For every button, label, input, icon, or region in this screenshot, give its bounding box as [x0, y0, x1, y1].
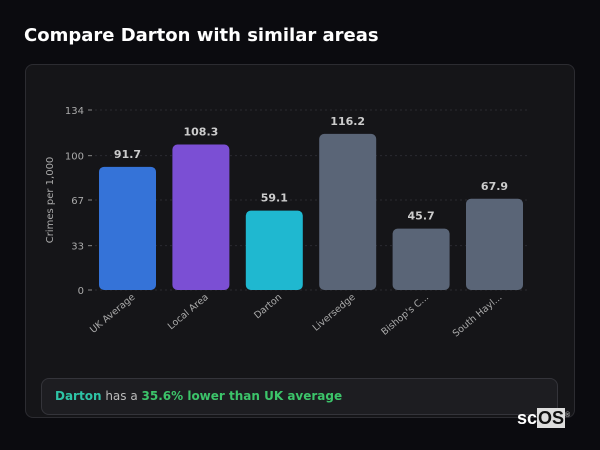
data-label: 67.9 [481, 180, 508, 193]
y-tick-label: 100 [65, 152, 84, 163]
summary-area: Darton [55, 389, 102, 403]
summary-box: Darton has a 35.6% lower than UK average [41, 378, 558, 415]
bar [319, 133, 377, 290]
y-tick-label: 134 [65, 106, 84, 117]
y-axis-label: Crimes per 1,000 [45, 157, 56, 244]
y-tick-label: 0 [78, 286, 84, 297]
data-label: 91.7 [114, 148, 141, 161]
logo: scOS® [517, 408, 571, 428]
x-tick-label: Bishop's C... [379, 292, 431, 338]
y-tick-label: 33 [71, 242, 84, 253]
bar [392, 228, 450, 290]
bar [466, 198, 523, 290]
x-tick-label: Local Area [166, 292, 211, 332]
y-tick-label: 67 [71, 196, 84, 207]
x-tick-label: Liversedge [311, 292, 358, 334]
bar [99, 166, 156, 290]
page-title: Compare Darton with similar areas [24, 25, 379, 46]
x-tick-label: Darton [252, 292, 284, 321]
data-label: 116.2 [330, 115, 365, 128]
data-label: 45.7 [408, 210, 435, 223]
summary-middle: has a [101, 389, 142, 403]
summary-stat: 35.6% lower than UK average [141, 389, 343, 403]
bar [172, 144, 230, 290]
data-label: 59.1 [261, 192, 288, 205]
x-tick-label: South Hayl... [451, 292, 505, 340]
bar [245, 210, 303, 290]
x-tick-label: UK Average [88, 292, 137, 336]
data-label: 108.3 [184, 126, 219, 139]
